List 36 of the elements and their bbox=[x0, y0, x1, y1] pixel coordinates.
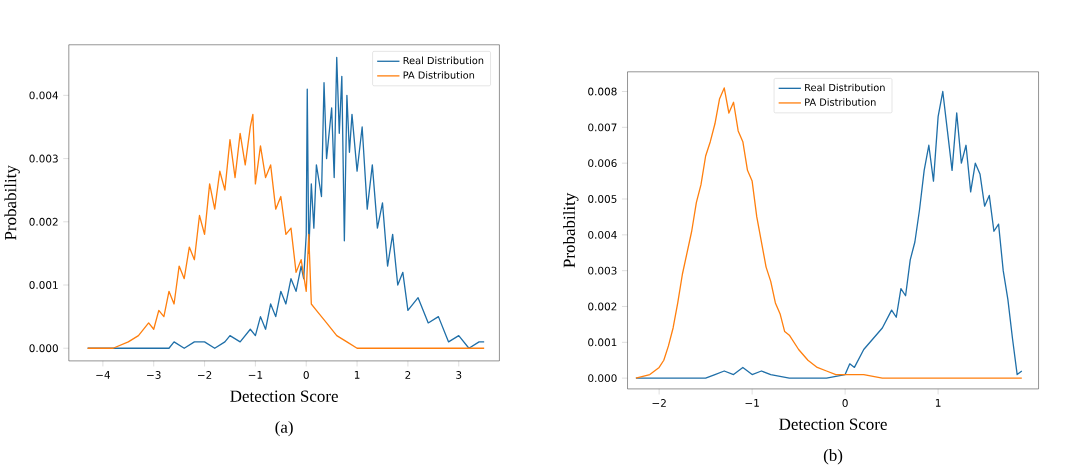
y-tick-label: 0.002 bbox=[29, 217, 58, 226]
x-tick-label: −2 bbox=[652, 399, 666, 407]
x-axis-title: Detection Score bbox=[230, 390, 338, 402]
y-tick-label: 0.002 bbox=[588, 302, 617, 311]
x-tick-label: 2 bbox=[405, 371, 411, 379]
x-tick-label: 0 bbox=[303, 371, 309, 380]
legend-label: Real Distribution bbox=[403, 56, 484, 65]
x-tick-label: −2 bbox=[197, 371, 212, 379]
x-axis-title: Detection Score bbox=[779, 418, 887, 431]
legend-label: PA Distribution bbox=[403, 71, 475, 79]
y-tick-label: 0.004 bbox=[588, 230, 617, 239]
y-tick-label: 0.001 bbox=[29, 281, 58, 290]
y-axis-title: Probability bbox=[4, 165, 20, 241]
y-tick-label: 0.003 bbox=[29, 154, 58, 163]
y-tick-label: 0.000 bbox=[29, 344, 58, 353]
y-tick-label: 0.004 bbox=[29, 91, 59, 100]
y-tick-label: 0.001 bbox=[588, 338, 617, 347]
x-tick-label: 1 bbox=[935, 399, 941, 407]
x-tick-label: 1 bbox=[354, 371, 360, 379]
x-tick-label: −4 bbox=[96, 371, 110, 379]
x-tick-label: 0 bbox=[842, 399, 848, 408]
text: (b) bbox=[823, 449, 843, 465]
y-tick-label: 0.003 bbox=[588, 266, 617, 275]
y-tick-label: 0.008 bbox=[588, 87, 617, 96]
x-tick-label: −3 bbox=[147, 371, 161, 380]
legend-label: Real Distribution bbox=[805, 83, 885, 92]
x-tick-label: 3 bbox=[456, 371, 462, 380]
x-tick-label: −1 bbox=[745, 399, 759, 407]
y-tick-label: 0.007 bbox=[588, 123, 617, 132]
y-tick-label: 0.005 bbox=[588, 195, 617, 204]
x-tick-label: −1 bbox=[248, 371, 263, 379]
y-axis-title: Probability bbox=[563, 192, 579, 268]
y-tick-label: 0.006 bbox=[588, 159, 617, 168]
text: (a) bbox=[275, 420, 293, 437]
y-tick-label: 0.000 bbox=[588, 374, 617, 383]
legend-label: PA Distribution bbox=[805, 98, 876, 106]
